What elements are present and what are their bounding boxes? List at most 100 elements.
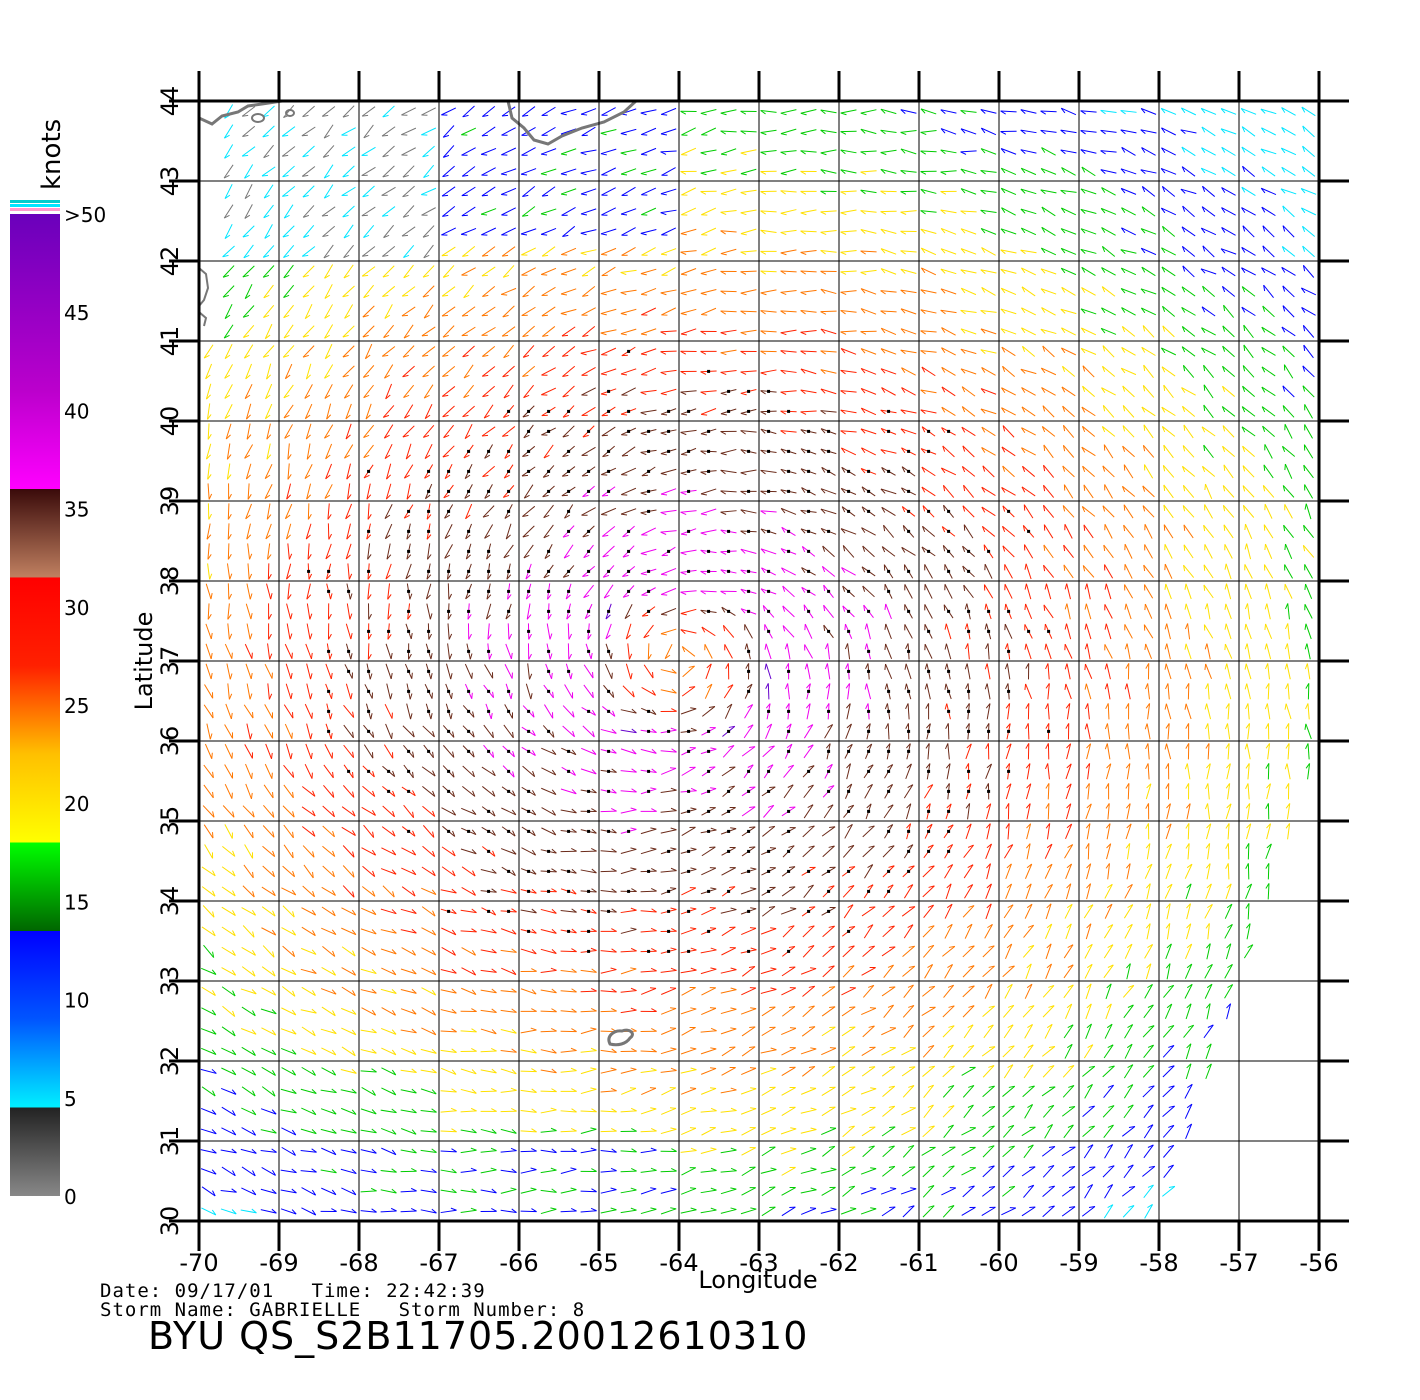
- wind-vector: [221, 1106, 236, 1117]
- wind-vector: [761, 1146, 776, 1157]
- wind-vector: [540, 988, 557, 994]
- wind-vector: [281, 967, 297, 976]
- wind-vector: [942, 1105, 955, 1118]
- wind-vector: [1023, 1144, 1034, 1159]
- lat-tick-label: 43: [156, 166, 184, 197]
- wind-vector: [400, 1008, 417, 1015]
- wind-vector: [1103, 1084, 1114, 1098]
- wind-vector: [340, 1208, 357, 1214]
- wind-vector: [1082, 1065, 1096, 1077]
- wind-vector: [280, 1088, 297, 1094]
- wind-vector: [240, 1148, 257, 1154]
- wind-vector: [1042, 1205, 1055, 1218]
- wind-vector: [661, 1027, 677, 1035]
- wind-vector: [741, 1046, 756, 1057]
- wind-vector: [600, 1127, 617, 1133]
- wind-vector: [903, 1024, 914, 1039]
- wind-vector: [540, 1107, 557, 1114]
- wind-vector: [381, 967, 397, 976]
- wind-vector: [961, 1206, 976, 1216]
- wind-vector: [620, 1107, 637, 1113]
- wind-vector: [901, 1127, 916, 1136]
- wind-vector: [1102, 1165, 1115, 1178]
- wind-vector: [781, 1027, 797, 1035]
- wind-vector: [1021, 1126, 1036, 1137]
- wind-vector: [841, 1166, 856, 1177]
- wind-vector: [421, 1027, 437, 1036]
- wind-vector: [700, 1107, 717, 1113]
- wind-vector: [681, 1107, 697, 1115]
- wind-vector: [560, 968, 577, 973]
- wind-vector: [320, 1128, 337, 1134]
- wind-vector: [640, 1048, 657, 1053]
- wind-vector: [861, 1046, 876, 1056]
- wind-vector: [680, 1007, 697, 1015]
- wind-vector: [480, 988, 497, 994]
- wind-vector: [1163, 984, 1175, 998]
- wind-vector: [841, 987, 856, 996]
- wind-vector: [1061, 1146, 1076, 1157]
- wind-vector: [1103, 1124, 1114, 1139]
- wind-vector: [281, 986, 296, 997]
- wind-vector: [902, 1085, 915, 1098]
- wind-vector: [560, 1148, 577, 1152]
- wind-vector: [580, 1108, 597, 1113]
- wind-vector: [381, 1147, 397, 1156]
- wind-vector: [1105, 1003, 1112, 1020]
- wind-vector: [600, 1148, 617, 1153]
- wind-vector: [880, 1187, 897, 1195]
- wind-vector: [941, 1146, 956, 1157]
- wind-vector: [1105, 983, 1112, 1000]
- wind-vector: [420, 1148, 437, 1153]
- wind-vector: [360, 1187, 377, 1193]
- wind-vector: [1142, 1085, 1155, 1098]
- wind-vector: [1003, 1004, 1015, 1018]
- colorbar-label: 35: [64, 498, 89, 522]
- wind-vector: [420, 1088, 437, 1095]
- wind-vector: [1002, 1145, 1015, 1158]
- wind-vector: [341, 1187, 357, 1196]
- wind-vector: [903, 984, 914, 999]
- colorbar-cap-2: [10, 204, 60, 207]
- wind-vector: [280, 1188, 297, 1194]
- wind-vector: [281, 1007, 297, 1016]
- lat-tick-label: 42: [156, 246, 184, 277]
- wind-vector: [982, 1125, 995, 1138]
- wind-vector: [761, 1086, 776, 1096]
- lon-tick-label: -62: [819, 1249, 858, 1277]
- wind-vector: [700, 1167, 717, 1173]
- wind-vector: [480, 1108, 497, 1112]
- wind-vector: [1162, 1105, 1175, 1118]
- wind-vector: [1204, 983, 1213, 999]
- wind-vector: [882, 1165, 896, 1177]
- wind-vector: [480, 1167, 497, 1174]
- wind-vector: [680, 1147, 697, 1153]
- wind-vector: [760, 987, 777, 994]
- wind-vector: [962, 1084, 975, 1098]
- lon-tick-label: -70: [179, 1249, 218, 1277]
- wind-vector: [220, 1208, 237, 1215]
- wind-vector: [600, 1048, 617, 1053]
- wind-vector: [560, 1127, 577, 1133]
- lon-tick-label: -57: [1219, 1249, 1258, 1277]
- wind-vector: [260, 1188, 277, 1195]
- wind-vector: [720, 1027, 737, 1035]
- wind-vector: [942, 1084, 955, 1098]
- wind-vector: [360, 1068, 377, 1073]
- wind-vector: [922, 1165, 935, 1178]
- wind-vector: [600, 1108, 617, 1113]
- wind-vector: [340, 1107, 357, 1115]
- wind-vector: [1224, 984, 1234, 999]
- wind-vector: [201, 967, 217, 975]
- wind-vector: [781, 1066, 796, 1076]
- wind-vector: [981, 1206, 996, 1216]
- wind-vector: [660, 1187, 677, 1194]
- wind-vector: [842, 1185, 856, 1197]
- wind-vector: [901, 1066, 916, 1077]
- wind-vector: [360, 1208, 377, 1213]
- wind-vector: [1123, 1064, 1134, 1079]
- wind-vector: [720, 1207, 737, 1214]
- wind-vector: [961, 1066, 976, 1076]
- colorbar-label: 0: [64, 1185, 77, 1209]
- wind-vector: [780, 1127, 797, 1135]
